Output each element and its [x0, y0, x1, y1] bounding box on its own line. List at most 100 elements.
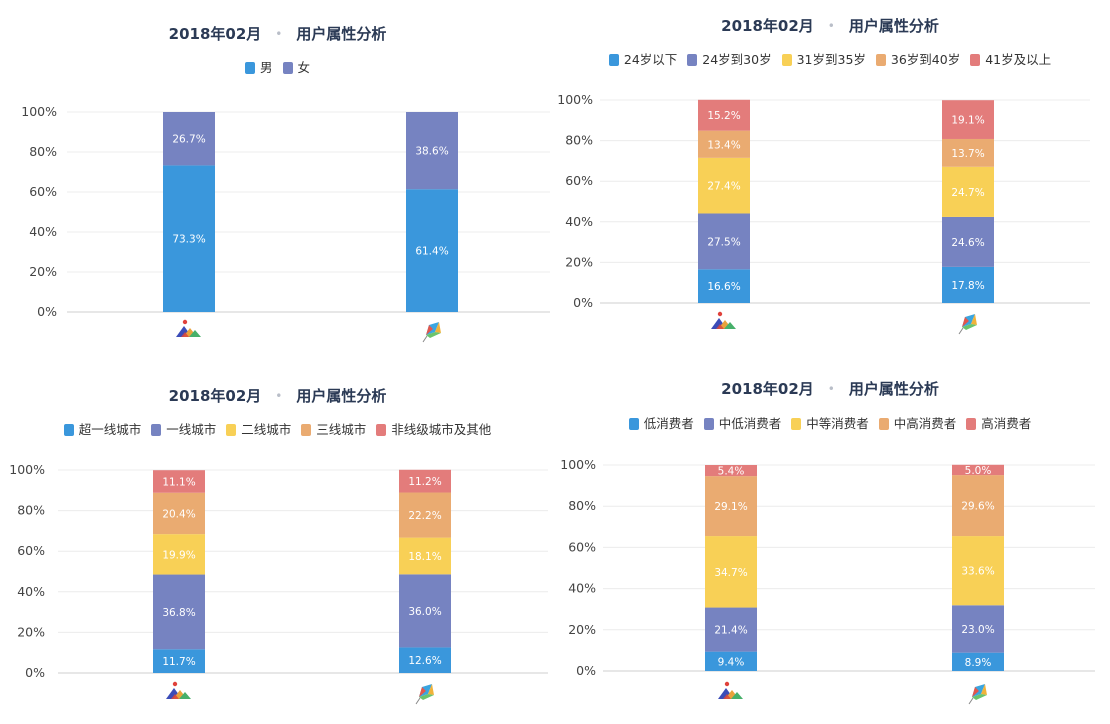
- bar-segment[interactable]: [163, 112, 215, 166]
- legend-item[interactable]: 36岁到40岁: [875, 49, 961, 68]
- bar-segment[interactable]: [399, 647, 451, 673]
- bar-segment[interactable]: [952, 475, 1004, 537]
- bar-segment[interactable]: [153, 649, 205, 673]
- legend-item[interactable]: 一线城市: [151, 419, 216, 438]
- legend-swatch: [703, 418, 714, 430]
- y-tick-label: 60%: [568, 539, 596, 554]
- chart-title: 2018年02月 • 用户属性分析: [555, 15, 1105, 36]
- chart-panel: 2018年02月 • 用户属性分析男女 0% 20% 40% 60% 80% 100% 73.3%…: [5, 5, 550, 355]
- chart-subtitle: 用户属性分析: [296, 387, 387, 405]
- mountain-app-icon: [711, 311, 736, 329]
- legend-label: 41岁及以上: [985, 52, 1052, 67]
- legend-label: 超一线城市: [78, 422, 142, 437]
- icon-sun-dot: [182, 319, 188, 325]
- legend-item[interactable]: 低消费者: [628, 413, 694, 432]
- bar-value-label: 23.0%: [961, 624, 994, 636]
- bar-segment[interactable]: [705, 476, 757, 537]
- bar-segment[interactable]: [942, 138, 994, 167]
- legend-label: 中低消费者: [718, 416, 782, 431]
- legend-swatch: [244, 62, 255, 74]
- legend-swatch: [301, 424, 312, 436]
- bar-segment[interactable]: [952, 464, 1004, 476]
- bar-segment[interactable]: [399, 469, 451, 493]
- legend-item[interactable]: 二线城市: [226, 419, 291, 438]
- legend-item[interactable]: 24岁到30岁: [687, 49, 772, 68]
- legend-item[interactable]: 41岁及以上: [970, 49, 1051, 68]
- legend-item[interactable]: 三线城市: [301, 419, 366, 438]
- chart-subtitle: 用户属性分析: [296, 25, 387, 43]
- title-separator-dot: •: [275, 27, 283, 41]
- bar-segment[interactable]: [163, 165, 215, 312]
- bar-segment[interactable]: [698, 99, 750, 131]
- bar-value-label: 13.7%: [951, 148, 984, 160]
- chart-panel: 2018年02月 • 用户属性分析 低消费者 中低消费者 中等消费者 中高消费者 高消费者 0%…: [555, 375, 1105, 720]
- kite-app-icon: [422, 322, 441, 343]
- legend-swatch: [151, 424, 162, 436]
- bar-segment[interactable]: [698, 130, 750, 158]
- bar-segment[interactable]: [705, 607, 757, 652]
- legend-label: 一线城市: [166, 422, 217, 437]
- bar-segment[interactable]: [698, 213, 750, 270]
- bar-segment[interactable]: [399, 574, 451, 648]
- legend-label: 低消费者: [643, 416, 694, 431]
- legend-item[interactable]: 中等消费者: [791, 413, 869, 432]
- legend-item[interactable]: 24岁以下: [608, 49, 678, 68]
- bar-segment[interactable]: [705, 536, 757, 608]
- y-tick-label: 40%: [29, 224, 57, 239]
- y-tick-label: 0%: [25, 665, 45, 680]
- bar-value-label: 12.6%: [408, 655, 441, 667]
- legend-item[interactable]: 非线级城市及其他: [376, 419, 491, 438]
- bar-value-label: 36.8%: [162, 607, 195, 619]
- bar-value-label: 29.1%: [714, 501, 747, 513]
- bar-segment[interactable]: [942, 100, 994, 139]
- bar-segment[interactable]: [705, 651, 757, 671]
- bar-value-label: 73.3%: [172, 234, 205, 246]
- y-tick-label: 100%: [21, 104, 57, 119]
- legend-item[interactable]: 女: [282, 57, 310, 76]
- legend-item[interactable]: 中高消费者: [878, 413, 956, 432]
- legend-label: 24岁到30岁: [702, 52, 772, 67]
- kite-app-icon: [968, 684, 987, 705]
- chart-title-date: 2018年02月: [168, 387, 262, 405]
- bar-value-label: 36.0%: [408, 606, 441, 618]
- bar-segment[interactable]: [399, 492, 451, 538]
- legend-item[interactable]: 高消费者: [966, 413, 1031, 432]
- legend-item[interactable]: 超一线城市: [63, 419, 142, 438]
- bar-value-label: 5.4%: [718, 466, 745, 478]
- bar-segment[interactable]: [942, 166, 994, 217]
- bar-segment[interactable]: [698, 269, 750, 303]
- legend-swatch: [966, 418, 977, 430]
- y-tick-label: 0%: [576, 663, 596, 678]
- chart-plot: 0% 20% 40% 60% 80% 100% 11.7% 36.8% 19.9% 20.4% 11…: [9, 462, 548, 705]
- chart-subtitle: 用户属性分析: [848, 380, 939, 398]
- mountain-app-icon: [176, 319, 201, 337]
- bar-segment[interactable]: [952, 536, 1004, 606]
- bar-segment[interactable]: [153, 492, 205, 535]
- bar-segment[interactable]: [399, 537, 451, 575]
- bar-segment[interactable]: [952, 652, 1004, 671]
- bar-segment[interactable]: [153, 574, 205, 650]
- legend-swatch: [376, 424, 387, 436]
- bar-segment[interactable]: [952, 605, 1004, 653]
- chart-plot: 0% 20% 40% 60% 80% 100% 9.4% 21.4% 34.7% 29.1% 5.4…: [560, 457, 1095, 705]
- bar-segment[interactable]: [153, 534, 205, 575]
- legend-swatch: [687, 54, 698, 66]
- bar-segment[interactable]: [406, 112, 458, 190]
- bar-value-label: 33.6%: [961, 566, 994, 578]
- y-tick-label: 20%: [17, 624, 45, 639]
- bar-segment[interactable]: [406, 189, 458, 312]
- bar-segment[interactable]: [153, 470, 205, 493]
- legend-item[interactable]: 中低消费者: [703, 413, 782, 432]
- bar-value-label: 18.1%: [408, 551, 441, 563]
- bar-segment[interactable]: [942, 266, 994, 303]
- legend-label: 36岁到40岁: [890, 52, 961, 67]
- y-tick-label: 20%: [565, 254, 593, 269]
- bar-segment[interactable]: [705, 465, 757, 477]
- legend-item[interactable]: 31岁到35岁: [781, 49, 866, 68]
- bar-segment[interactable]: [942, 216, 994, 267]
- legend-item[interactable]: 男: [244, 57, 273, 76]
- legend-label: 高消费者: [981, 416, 1032, 431]
- legend-label: 24岁以下: [623, 52, 678, 67]
- bar-segment[interactable]: [698, 157, 750, 214]
- legend-label: 二线城市: [241, 422, 292, 437]
